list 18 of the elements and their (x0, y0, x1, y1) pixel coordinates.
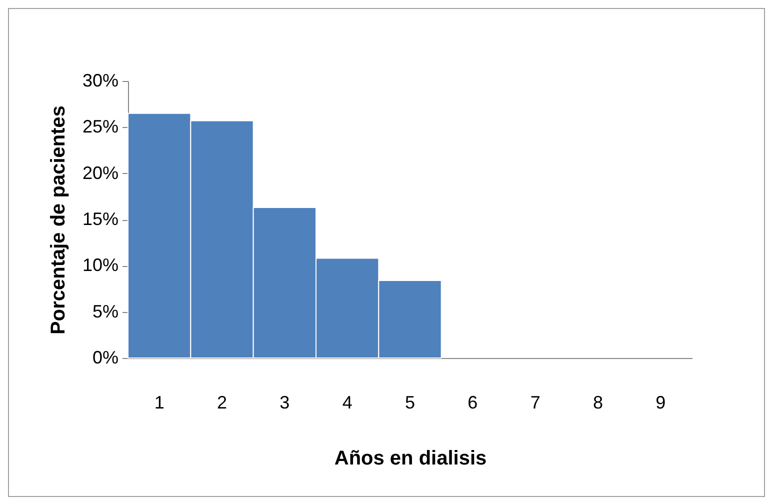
x-tick-label: 3 (280, 392, 290, 412)
y-axis-title: Porcentaje de pacientes (47, 106, 70, 334)
x-tick-label: 6 (468, 392, 478, 412)
y-tick-label: 10% (82, 255, 118, 276)
y-tick-label: 5% (92, 301, 118, 322)
y-tick-label: 30% (82, 70, 118, 90)
x-tick-label: 4 (342, 392, 352, 412)
x-tick-label: 8 (592, 392, 604, 412)
x-tick-label: 2 (216, 392, 228, 412)
y-tick-label: 25% (82, 116, 118, 137)
x-tick-label: 7 (530, 392, 540, 412)
x-tick-label: 5 (404, 392, 416, 412)
y-tick-label: 20% (82, 162, 118, 183)
x-axis-title: Años en dialisis (334, 448, 487, 470)
x-tick-label: 1 (154, 392, 164, 412)
y-tick-label: 15% (82, 209, 118, 229)
x-tick-label: 9 (656, 392, 666, 412)
y-tick-label: 0% (92, 348, 118, 368)
